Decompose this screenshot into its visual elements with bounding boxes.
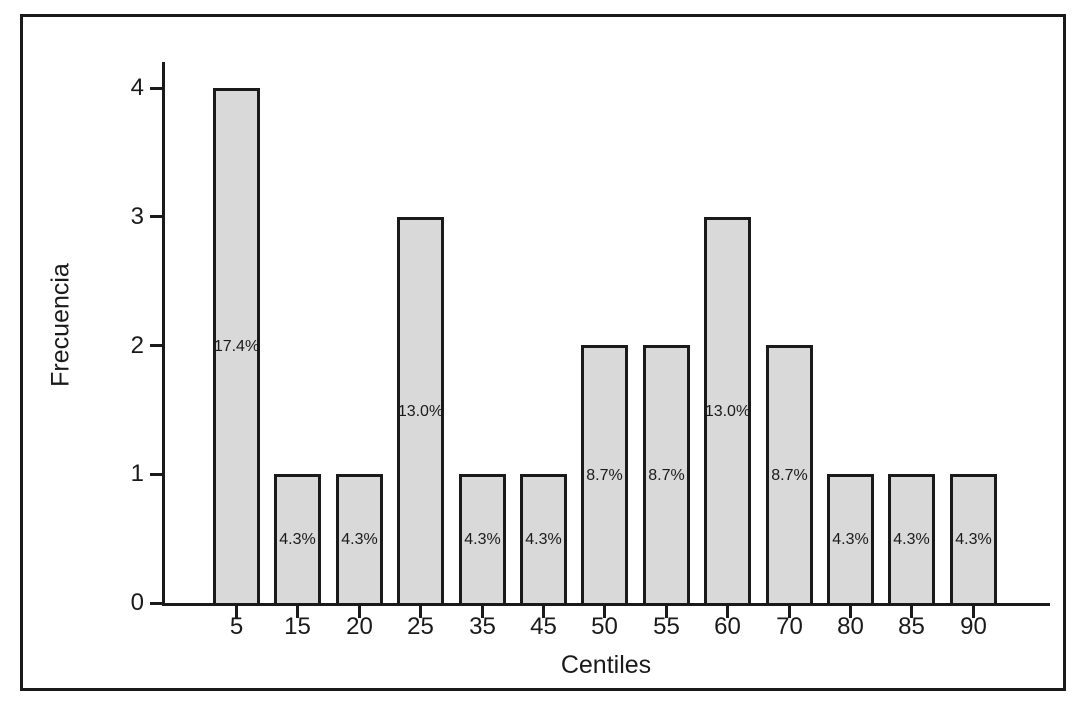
x-tick: [296, 606, 299, 618]
bar: 13.0%: [704, 217, 751, 603]
x-tick-label: 70: [776, 613, 803, 640]
figure-frame: [20, 14, 1066, 691]
bar: 4.3%: [888, 474, 935, 603]
bar: 8.7%: [766, 345, 813, 603]
x-tick-label: 85: [898, 613, 925, 640]
y-tick-label: 3: [130, 202, 144, 230]
x-tick-label: 90: [960, 613, 987, 640]
bar-value-label: 4.3%: [832, 531, 869, 548]
bar: 8.7%: [581, 345, 628, 603]
x-tick: [358, 606, 361, 618]
y-tick: [150, 344, 162, 347]
bar-value-label: 4.3%: [525, 531, 562, 548]
x-tick-label: 5: [229, 613, 244, 640]
bar-value-label: 4.3%: [955, 531, 992, 548]
bar-value-label: 4.3%: [279, 531, 316, 548]
bar: 8.7%: [643, 345, 690, 603]
bar: 4.3%: [274, 474, 321, 603]
bar: 17.4%: [213, 88, 260, 603]
y-tick-label: 2: [130, 331, 144, 359]
bar-value-label: 17.4%: [213, 338, 260, 355]
x-tick-label: 80: [837, 613, 864, 640]
x-tick-label: 55: [653, 613, 680, 640]
y-tick: [150, 86, 162, 90]
bar-value-label: 4.3%: [341, 531, 378, 548]
bar-value-label: 13.0%: [397, 402, 444, 420]
bar: 4.3%: [520, 474, 567, 603]
x-tick: [849, 606, 852, 618]
x-tick: [665, 606, 668, 618]
bar: 4.3%: [459, 474, 506, 603]
y-tick: [150, 472, 162, 476]
x-tick-label: 60: [714, 613, 741, 640]
y-tick: [150, 215, 162, 219]
bar: 4.3%: [950, 474, 997, 603]
x-axis-title: Centiles: [560, 651, 652, 679]
x-tick: [726, 606, 729, 618]
bar-value-label: 8.7%: [586, 466, 623, 484]
bar: 4.3%: [336, 474, 383, 603]
x-tick: [235, 606, 238, 618]
y-tick: [150, 601, 162, 605]
bar: 4.3%: [827, 474, 874, 603]
x-tick: [419, 606, 422, 618]
bar-value-label: 13.0%: [704, 402, 751, 420]
x-tick-label: 35: [469, 613, 496, 640]
y-axis-title: Frecuencia: [46, 263, 75, 387]
x-tick-label: 25: [407, 613, 434, 640]
bar-value-label: 4.3%: [464, 531, 501, 548]
x-axis-line: [162, 603, 1050, 606]
x-tick: [542, 606, 545, 618]
bar: 13.0%: [397, 217, 444, 603]
x-tick-label: 50: [591, 613, 618, 640]
x-tick: [603, 606, 606, 618]
bar-value-label: 8.7%: [648, 466, 685, 484]
x-tick: [481, 606, 484, 618]
x-tick-label: 20: [346, 613, 373, 640]
x-tick-label: 45: [530, 613, 557, 640]
y-tick-label: 1: [130, 460, 144, 488]
y-axis-line: [162, 62, 165, 606]
y-tick-label: 0: [130, 589, 144, 616]
bar-value-label: 4.3%: [893, 531, 930, 548]
bar-value-label: 8.7%: [771, 466, 808, 484]
y-tick-label: 4: [130, 74, 144, 101]
x-tick-label: 15: [284, 613, 311, 640]
x-tick: [910, 606, 913, 618]
x-tick: [972, 606, 975, 618]
x-tick: [788, 606, 791, 618]
